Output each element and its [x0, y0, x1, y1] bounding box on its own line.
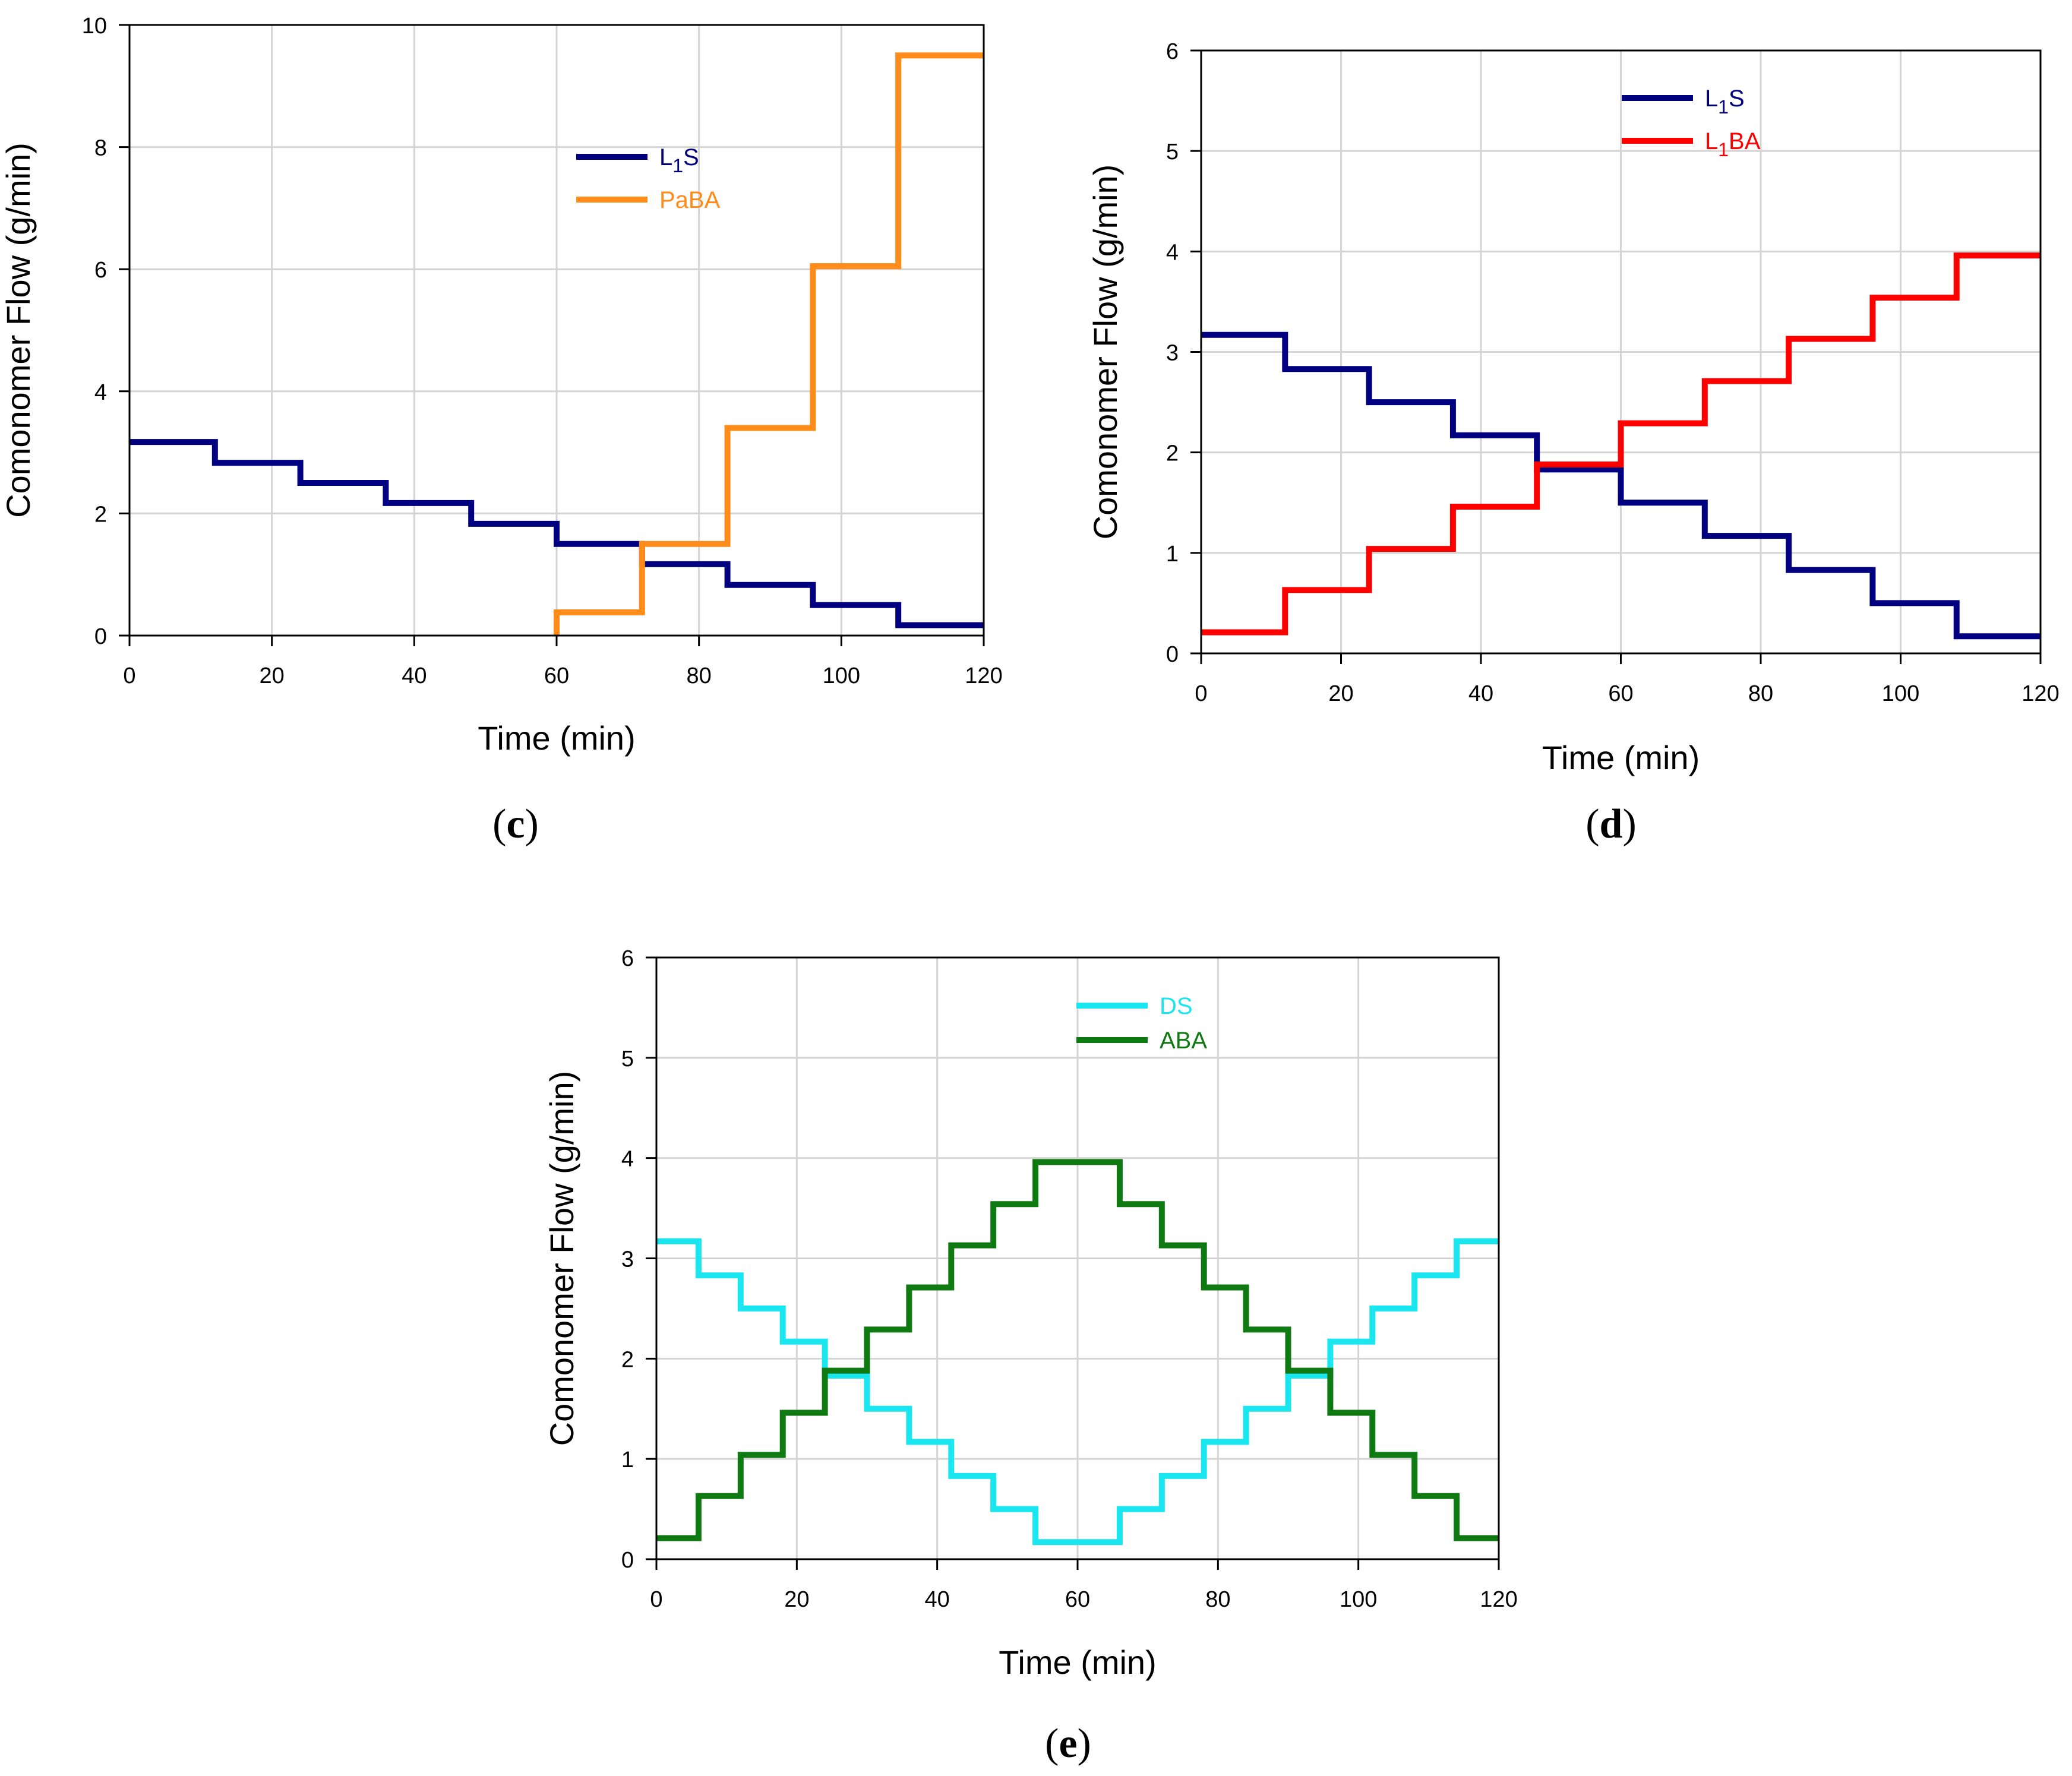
x-tick-label: 100: [1882, 681, 1919, 706]
y-tick-label: 0: [94, 624, 107, 649]
y-tick-label: 5: [621, 1047, 634, 1072]
x-tick-label: 60: [1065, 1587, 1090, 1612]
legend-label-DS: DS: [1160, 993, 1193, 1019]
x-tick-label: 0: [1195, 681, 1207, 706]
series-line-ABA: [656, 1159, 1499, 1541]
x-tick-label: 60: [1608, 681, 1633, 706]
y-tick-label: 8: [94, 136, 107, 161]
chart-panel-e: 0 20 40 60 80 100 120 0 1 2 3 4 5 6 Time (min) Comonome…: [543, 946, 1518, 1766]
series-line-L1BA: [1201, 252, 2041, 636]
y-tick-label: 3: [1166, 341, 1179, 366]
y-tick-label: 4: [1166, 240, 1179, 265]
y-tick-label: 2: [621, 1347, 634, 1372]
y-tick-label: 4: [621, 1147, 634, 1172]
y-tick-label: 5: [1166, 140, 1179, 165]
y-tick-label: 2: [94, 502, 107, 527]
legend-label-L1S: L1S: [659, 144, 699, 176]
legend-label-L1S: L1S: [1705, 86, 1745, 118]
y-tick-label: 4: [94, 380, 107, 405]
x-tick-label: 0: [123, 663, 135, 688]
y-tick-label: 1: [1166, 542, 1179, 567]
legend-label-ABA: ABA: [1160, 1028, 1207, 1054]
y-tick-label: 6: [1166, 39, 1179, 64]
panel-label: (d): [1585, 801, 1637, 847]
x-tick-label: 40: [1468, 681, 1493, 706]
legend-label-L1BA: L1BA: [1705, 128, 1761, 160]
y-tick-label: 0: [621, 1548, 634, 1573]
series-line-PaBA: [554, 52, 984, 636]
panel-label: (e): [1045, 1721, 1091, 1766]
y-tick-label: 6: [94, 258, 107, 283]
series-line-L1S: [1201, 331, 2041, 640]
series-line-L1S: [130, 439, 984, 628]
x-tick-label: 20: [1328, 681, 1353, 706]
chart-panel-c: 0 20 40 60 80 100 120 0 2 4 6 8 10 Time (min) Comonome…: [0, 14, 1003, 847]
chart-panel-d: 0 20 40 60 80 100 120 0 1 2 3 4 5 6 Time (min) Comonome…: [1086, 39, 2060, 847]
x-axis-title: Time (min): [1542, 739, 1700, 776]
x-tick-label: 120: [965, 663, 1002, 688]
y-axis-title: Comonomer Flow (g/min): [543, 1071, 580, 1446]
x-tick-label: 80: [1748, 681, 1773, 706]
x-axis-title: Time (min): [478, 719, 635, 757]
y-axis-title: Comonomer Flow (g/min): [0, 143, 37, 518]
x-tick-label: 80: [1205, 1587, 1230, 1612]
x-tick-label: 120: [2022, 681, 2059, 706]
x-tick-label: 100: [1340, 1587, 1377, 1612]
legend-label-PaBA: PaBA: [659, 187, 721, 213]
panel-label: (c): [492, 801, 539, 847]
x-tick-label: 40: [925, 1587, 950, 1612]
y-tick-label: 2: [1166, 441, 1179, 466]
y-tick-label: 10: [82, 14, 107, 39]
y-tick-label: 3: [621, 1247, 634, 1272]
y-axis-title: Comonomer Flow (g/min): [1086, 165, 1124, 540]
x-tick-label: 60: [544, 663, 569, 688]
x-axis-title: Time (min): [999, 1644, 1156, 1681]
x-tick-label: 0: [650, 1587, 662, 1612]
x-tick-label: 40: [402, 663, 427, 688]
y-tick-label: 0: [1166, 642, 1179, 667]
x-tick-label: 80: [687, 663, 712, 688]
y-tick-label: 6: [621, 946, 634, 971]
x-tick-label: 100: [823, 663, 860, 688]
series-line-DS: [656, 1238, 1499, 1546]
x-tick-label: 20: [260, 663, 285, 688]
x-tick-label: 120: [1480, 1587, 1517, 1612]
x-tick-label: 20: [784, 1587, 809, 1612]
y-tick-label: 1: [621, 1448, 634, 1472]
